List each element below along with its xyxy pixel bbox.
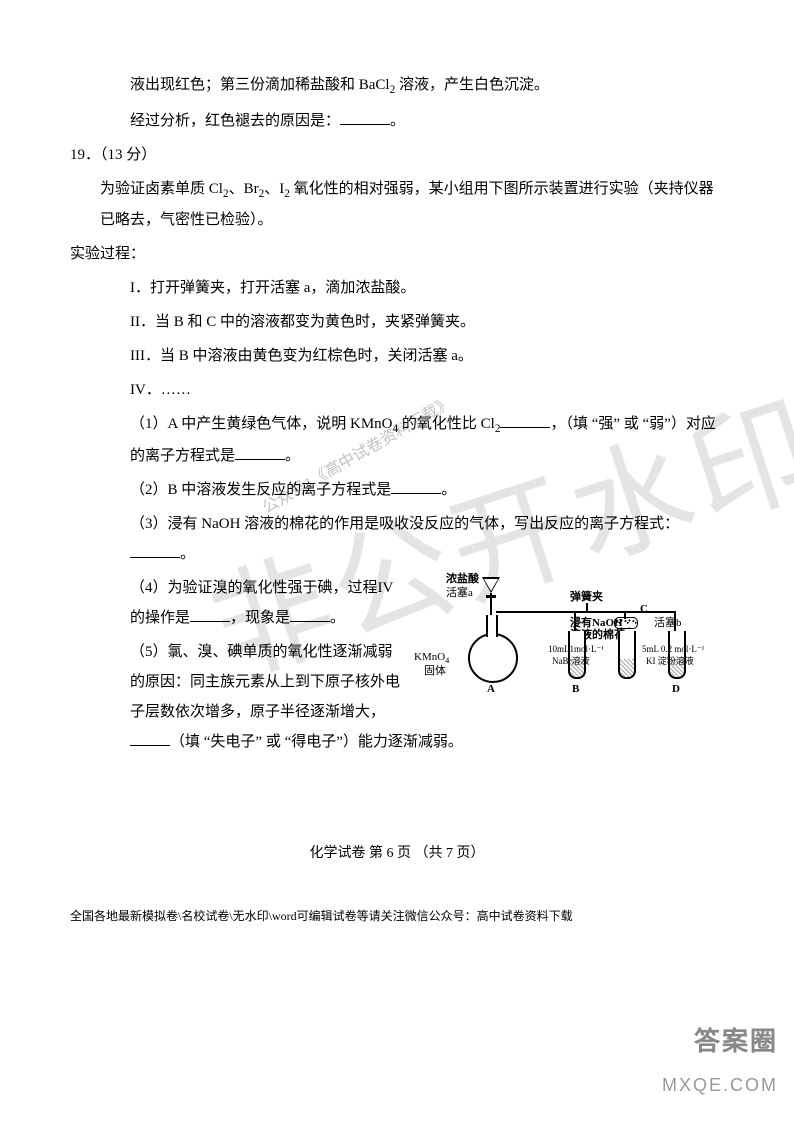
blank (391, 479, 441, 494)
text: 溶液，产生白色沉淀。 (395, 77, 549, 93)
source-note: 全国各地最新模拟卷\名校试卷\无水印\word可编辑试卷等请关注微信公众号：高中… (70, 904, 573, 928)
text: 为验证卤素单质 Cl (100, 181, 223, 197)
spring-mark (586, 603, 588, 611)
sub-1: （1）A 中产生黄绿色气体，说明 KMnO4 的氧化性比 Cl2，（填 “强” … (130, 409, 724, 471)
text: 。 (441, 482, 456, 498)
text: ，现象是 (230, 610, 290, 626)
blank (130, 731, 170, 746)
sub-3: （3）浸有 NaOH 溶液的棉花的作用是吸收没反应的气体，写出反应的离子方程式：… (130, 509, 724, 569)
label-naoh1: 浸有NaOH (570, 617, 623, 629)
prev-line-1: 液出现红色；第三份滴加稀盐酸和 BaCl2 溶液，产生白色沉淀。 (130, 70, 724, 102)
text: （1）A 中产生黄绿色气体，说明 KMnO (130, 416, 393, 432)
label-B: B (572, 683, 579, 695)
label-hcl: 浓盐酸 (446, 573, 479, 585)
brand-corner: 答案圈 MXQE.COM (662, 1015, 778, 1103)
label-nabr2: NaBr溶液 (552, 657, 590, 667)
blank (190, 607, 230, 622)
label-D: D (672, 683, 680, 695)
proc-3: III．当 B 中溶液由黄色变为红棕色时，关闭活塞 a。 (130, 341, 724, 371)
prev-line-2: 经过分析，红色褪去的原因是： 。 (130, 106, 724, 136)
text: 。 (330, 610, 345, 626)
blank (500, 414, 550, 429)
text: （5）氯、溴、碘单质的氧化性逐渐减弱的原因：同主族元素从上到下原子核外电子层数依… (130, 644, 400, 720)
text: 、Br (229, 181, 259, 197)
text: 、I (264, 181, 284, 197)
label-nabr1: 10mL1mol·L⁻¹ (548, 645, 604, 655)
text: 。 (285, 448, 300, 464)
blank (340, 110, 390, 125)
blank (235, 445, 285, 460)
tube-b (568, 631, 586, 679)
text: 。 (390, 113, 405, 129)
pipe-main (496, 611, 676, 613)
text: 经过分析，红色褪去的原因是： (130, 113, 340, 129)
text: 液出现红色；第三份滴加稀盐酸和 BaCl (130, 77, 390, 93)
funnel-stem (490, 593, 492, 617)
proc-1: I．打开弹簧夹，打开活塞 a，滴加浓盐酸。 (130, 273, 724, 303)
label-C: C (640, 603, 648, 615)
flask-neck (486, 615, 498, 637)
label-spring: 弹簧夹 (570, 591, 603, 603)
brand-name: 答案圈 (662, 1015, 778, 1067)
flask-a (468, 633, 518, 683)
proc-4: IV．…… (130, 375, 724, 405)
q19-intro: 为验证卤素单质 Cl2、Br2、I2 氧化性的相对强弱，某小组用下图所示装置进行… (100, 174, 724, 236)
page-footer: 化学试卷 第 6 页 （共 7 页） (0, 840, 794, 868)
brand-url: MXQE.COM (662, 1067, 778, 1103)
text: （2）B 中溶液发生反应的离子方程式是 (130, 482, 391, 498)
label-ki2: KI 淀粉溶液 (646, 657, 694, 667)
sub-2: （2）B 中溶液发生反应的离子方程式是 。 (130, 475, 724, 505)
apparatus-diagram: 浓盐酸 活塞a KMnO4 固体 A 弹簧夹 浸有NaOH 溶液的棉花 (414, 573, 724, 713)
blank (130, 543, 180, 558)
tube-c (618, 631, 636, 679)
text: 的氧化性比 Cl (398, 416, 495, 432)
proc-2: II．当 B 和 C 中的溶液都变为黄色时，夹紧弹簧夹。 (130, 307, 724, 337)
label-stopcock-a: 活塞a (446, 587, 473, 599)
page-content: 液出现红色；第三份滴加稀盐酸和 BaCl2 溶液，产生白色沉淀。 经过分析，红色… (0, 0, 794, 761)
tube-d (668, 631, 686, 679)
label-ki1: 5mL 0.2 mol·L⁻¹ (642, 645, 704, 655)
label-A: A (487, 683, 495, 695)
q19-number: 19．（13 分） (70, 140, 724, 170)
funnel-icon (482, 577, 500, 593)
sub-4-5-block: 浓盐酸 活塞a KMnO4 固体 A 弹簧夹 浸有NaOH 溶液的棉花 (130, 573, 724, 761)
text: 。 (180, 546, 195, 562)
text: （填 “失电子” 或 “得电子”）能力逐渐减弱。 (170, 734, 463, 750)
blank (290, 607, 330, 622)
label-stopcock-b: 活塞b (654, 617, 682, 629)
text: （3）浸有 NaOH 溶液的棉花的作用是吸收没反应的气体，写出反应的离子方程式： (130, 516, 679, 532)
label-kmno4: KMnO4 (414, 651, 449, 665)
procedure-title: 实验过程： (70, 239, 724, 269)
label-solid: 固体 (424, 665, 446, 677)
